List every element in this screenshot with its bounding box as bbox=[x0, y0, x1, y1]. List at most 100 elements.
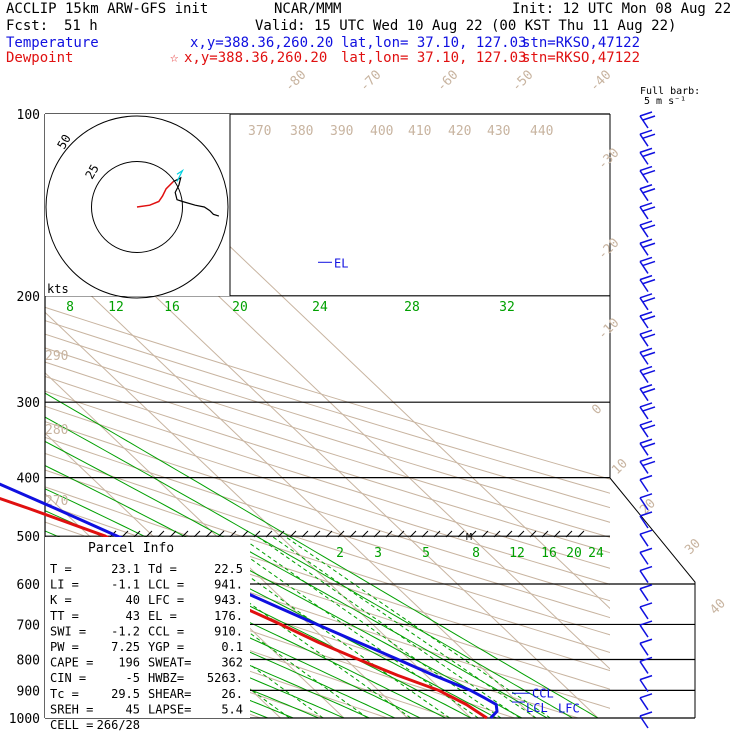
pressure-tick-label: 900 bbox=[17, 684, 40, 699]
hatch-tick bbox=[445, 530, 453, 538]
wind-barb-flag bbox=[642, 242, 656, 248]
parcel-row-value: 7.25 bbox=[111, 640, 140, 654]
parcel-row-value: 910. bbox=[214, 624, 243, 638]
wind-barb-flag bbox=[639, 293, 653, 299]
hatch-tick bbox=[277, 530, 285, 538]
wind-barb-flag bbox=[642, 442, 656, 448]
parcel-row-label: SHEAR= bbox=[148, 687, 191, 701]
hodograph-ring-50 bbox=[45, 115, 229, 299]
theta-label: 420 bbox=[448, 124, 471, 139]
hatch-tick bbox=[145, 530, 153, 538]
wind-barb-staff bbox=[639, 661, 649, 674]
parcel-row-label: HWBZ= bbox=[148, 671, 184, 685]
parcel-row-value: 943. bbox=[214, 593, 243, 607]
hatch-tick bbox=[301, 530, 309, 538]
mixing-ratio-label: 16 bbox=[541, 546, 557, 561]
hatch-tick bbox=[169, 530, 177, 538]
hatch-tick bbox=[241, 530, 249, 538]
dry-adiabat-line bbox=[45, 306, 610, 480]
mixing-ratio-label: 8 bbox=[472, 546, 480, 561]
hatch-tick bbox=[133, 530, 141, 538]
wind-barb-flag bbox=[639, 220, 653, 226]
parcel-row-value: 362 bbox=[221, 656, 243, 670]
wind-barb-flag bbox=[639, 147, 653, 154]
model-title: ACCLIP 15km ARW-GFS init bbox=[6, 1, 209, 17]
parcel-row-label: PW = bbox=[50, 640, 79, 654]
wind-barb-staff bbox=[639, 315, 649, 329]
init-time: Init: 12 UTC Mon 08 Aug 22 bbox=[512, 1, 732, 17]
pressure-tick-label: 300 bbox=[17, 396, 40, 411]
mixing-ratio-line bbox=[116, 537, 368, 718]
wind-barb-flag bbox=[639, 202, 653, 208]
wind-barb-staff bbox=[639, 515, 649, 529]
isotherm-label: -10 bbox=[595, 316, 622, 343]
fcst-label: Fcst: bbox=[6, 18, 49, 34]
hatch-tick bbox=[457, 530, 465, 538]
dewpoint-profile bbox=[0, 496, 488, 720]
isotherm-label: -60 bbox=[434, 68, 461, 95]
wind-barb-flag bbox=[639, 438, 653, 444]
temperature-station: stn=RKSO,47122 bbox=[522, 35, 641, 51]
lcl-label: LCL bbox=[526, 701, 548, 715]
parcel-row-label: SREH = bbox=[50, 702, 93, 716]
hatch-tick bbox=[529, 530, 537, 538]
pressure-tick-label: 1000 bbox=[9, 712, 40, 727]
wind-barb-staff bbox=[639, 151, 649, 165]
wind-barb-flag bbox=[639, 511, 653, 517]
hatch-tick bbox=[337, 530, 345, 538]
wind-barb-flag bbox=[639, 420, 653, 426]
temperature-legend: Temperature bbox=[6, 35, 99, 51]
valid-time: Valid: 15 UTC Wed 10 Aug 22 (00 KST Thu … bbox=[255, 18, 677, 34]
hatch-tick bbox=[469, 530, 477, 538]
hatch-tick bbox=[493, 530, 501, 538]
wind-barb-flag bbox=[639, 274, 653, 281]
isotherm-label: 40 bbox=[707, 596, 729, 618]
wind-barb-staff bbox=[639, 697, 649, 711]
wind-barb-staff bbox=[639, 279, 649, 293]
parcel-row-label: CCL = bbox=[148, 624, 184, 638]
wind-barb-flag bbox=[639, 384, 653, 390]
parcel-row-value: -1.2 bbox=[111, 624, 140, 638]
hodograph-ring-25 bbox=[91, 161, 183, 253]
wind-barb-flag bbox=[639, 329, 653, 335]
parcel-info-box bbox=[45, 537, 250, 718]
wind-barb-flag bbox=[639, 129, 653, 135]
parcel-row-label: Tc = bbox=[50, 687, 79, 701]
wind-barb-staff bbox=[639, 442, 649, 456]
hatch-tick bbox=[181, 530, 189, 538]
barb-legend-unit: 5 m s⁻¹ bbox=[644, 96, 687, 107]
parcel-row-value: 5263. bbox=[207, 671, 243, 685]
theta-label: 370 bbox=[248, 124, 271, 139]
wind-barb-flag bbox=[639, 620, 653, 626]
parcel-row-label: CAPE = bbox=[50, 656, 93, 670]
wind-barb-staff bbox=[639, 624, 649, 638]
wind-barb-flag bbox=[642, 278, 656, 285]
parcel-row-label: CELL = bbox=[50, 718, 93, 732]
dry-adiabat-line bbox=[45, 469, 610, 653]
theta-label: 290 bbox=[45, 349, 68, 364]
parcel-row-value: 23.1 bbox=[111, 562, 140, 576]
theta-label: 410 bbox=[408, 124, 431, 139]
wind-barb-flag bbox=[642, 315, 656, 321]
mixing-ratio-label: 20 bbox=[566, 546, 582, 561]
hatch-tick bbox=[229, 530, 237, 538]
wind-barb-flag bbox=[639, 565, 653, 572]
parcel-row-value: 176. bbox=[214, 609, 243, 623]
dry-adiabat-line bbox=[45, 486, 610, 672]
isotherm-label: -30 bbox=[595, 146, 622, 173]
hatch-tick bbox=[397, 530, 405, 538]
hatch-tick bbox=[517, 530, 525, 538]
theta-label: 380 bbox=[290, 124, 313, 139]
parcel-row-value: 40 bbox=[126, 593, 140, 607]
wind-barb-staff bbox=[639, 606, 649, 620]
wind-barb-flag bbox=[639, 711, 653, 717]
wind-barb-flag bbox=[639, 184, 653, 190]
wind-barb-flag bbox=[642, 206, 656, 212]
dry-adiabat-line bbox=[45, 421, 610, 602]
mixing-ratio-line bbox=[285, 537, 551, 718]
wind-barb-flag bbox=[639, 347, 653, 354]
dewpoint-star-icon: ☆ bbox=[170, 50, 179, 66]
lfc-label: LFC bbox=[558, 702, 580, 716]
parcel-row-value: 29.5 bbox=[111, 687, 140, 701]
wind-barb-staff bbox=[639, 570, 649, 583]
